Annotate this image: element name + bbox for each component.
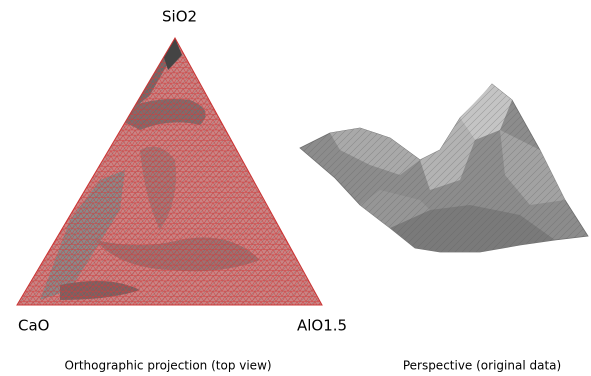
perspective-surface [300,84,588,252]
page: {"labels": {"top_vertex": "SiO2", "left_… [0,0,591,376]
ternary-projection [0,0,340,320]
vertex-label: SiO2 [162,8,197,26]
figure: SiO2 CaO AlO1.5 Orthographic projection … [0,0,591,376]
vertex-label: CaO [18,317,49,335]
surface-shading [0,0,340,320]
vertex-label: AlO1.5 [297,317,347,335]
caption: Perspective (original data) [403,359,561,373]
caption: Orthographic projection (top view) [64,359,271,373]
